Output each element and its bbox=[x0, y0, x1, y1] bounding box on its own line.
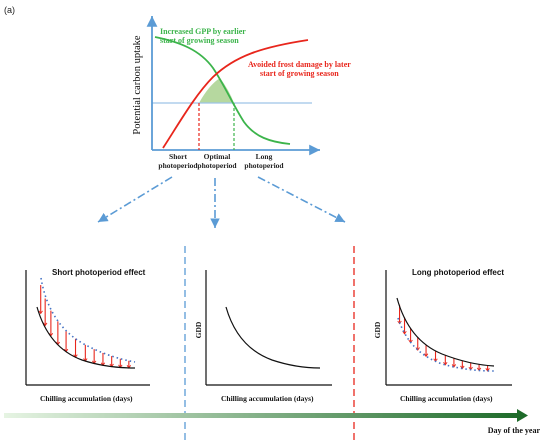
timeline-bar bbox=[4, 413, 519, 418]
long-photoperiod-panel: Long photoperiod effect GDD Chilling acc… bbox=[373, 268, 512, 403]
frost-label-line1: Avoided frost damage by later bbox=[248, 60, 351, 69]
panel-label: (a) bbox=[4, 5, 15, 15]
short-x-axis-label: Chilling accumulation (days) bbox=[40, 394, 133, 403]
long-drop-line-head bbox=[451, 364, 457, 368]
long-y-axis-label: GDD bbox=[373, 321, 382, 338]
optimal-photoperiod-label-line1: Optimal bbox=[204, 152, 231, 161]
connector-arrow-left bbox=[97, 176, 173, 223]
short-baseline-curve bbox=[36, 306, 136, 369]
frost-curve bbox=[162, 39, 309, 149]
top-panel: Potential carbon uptake Increased GPP by… bbox=[132, 16, 351, 170]
short-photoperiod-panel: Short photoperiod effect Chilling accumu… bbox=[25, 268, 150, 403]
long-photoperiod-label-line2: photoperiod bbox=[244, 161, 284, 170]
short-shifted-curve bbox=[40, 277, 136, 363]
long-drop-line-head bbox=[485, 368, 490, 372]
short-photoperiod-label-line1: Short bbox=[169, 152, 187, 161]
day-of-year-timeline: Day of the year bbox=[4, 409, 540, 435]
gpp-label-line2: start of growing season bbox=[160, 36, 239, 45]
connector-arrow-right bbox=[257, 176, 346, 223]
optimal-photoperiod-label-line2: photoperiod bbox=[197, 161, 237, 170]
short-drop-line-head bbox=[42, 322, 48, 327]
long-baseline-curve bbox=[396, 297, 495, 367]
optimal-photoperiod-panel: GDD Chilling accumulation (days) bbox=[194, 270, 332, 403]
long-effect-title: Long photoperiod effect bbox=[412, 268, 504, 277]
long-drop-line-head bbox=[415, 347, 420, 351]
optimal-curve bbox=[225, 306, 321, 369]
top-y-axis-label: Potential carbon uptake bbox=[132, 35, 143, 134]
optimal-overlap-area bbox=[199, 78, 234, 103]
optimal-x-axis-label: Chilling accumulation (days) bbox=[221, 394, 314, 403]
timeline-arrowhead bbox=[517, 409, 528, 422]
short-drop-lines bbox=[38, 285, 132, 369]
long-photoperiod-label-line1: Long bbox=[256, 152, 273, 161]
gpp-label-line1: Increased GPP by earlier bbox=[160, 27, 246, 36]
short-drop-line-head bbox=[38, 310, 43, 315]
gpp-curve bbox=[154, 36, 291, 145]
long-shifted-curve bbox=[397, 317, 495, 372]
timeline-label: Day of the year bbox=[488, 426, 541, 435]
short-photoperiod-label-line2: photoperiod bbox=[158, 161, 198, 170]
optimal-y-axis-label: GDD bbox=[194, 321, 203, 338]
long-drop-line-head bbox=[443, 362, 448, 366]
long-drop-lines bbox=[397, 304, 490, 372]
frost-label-line2: start of growing season bbox=[260, 69, 339, 78]
short-effect-title: Short photoperiod effect bbox=[52, 268, 146, 277]
long-x-axis-label: Chilling accumulation (days) bbox=[400, 394, 493, 403]
